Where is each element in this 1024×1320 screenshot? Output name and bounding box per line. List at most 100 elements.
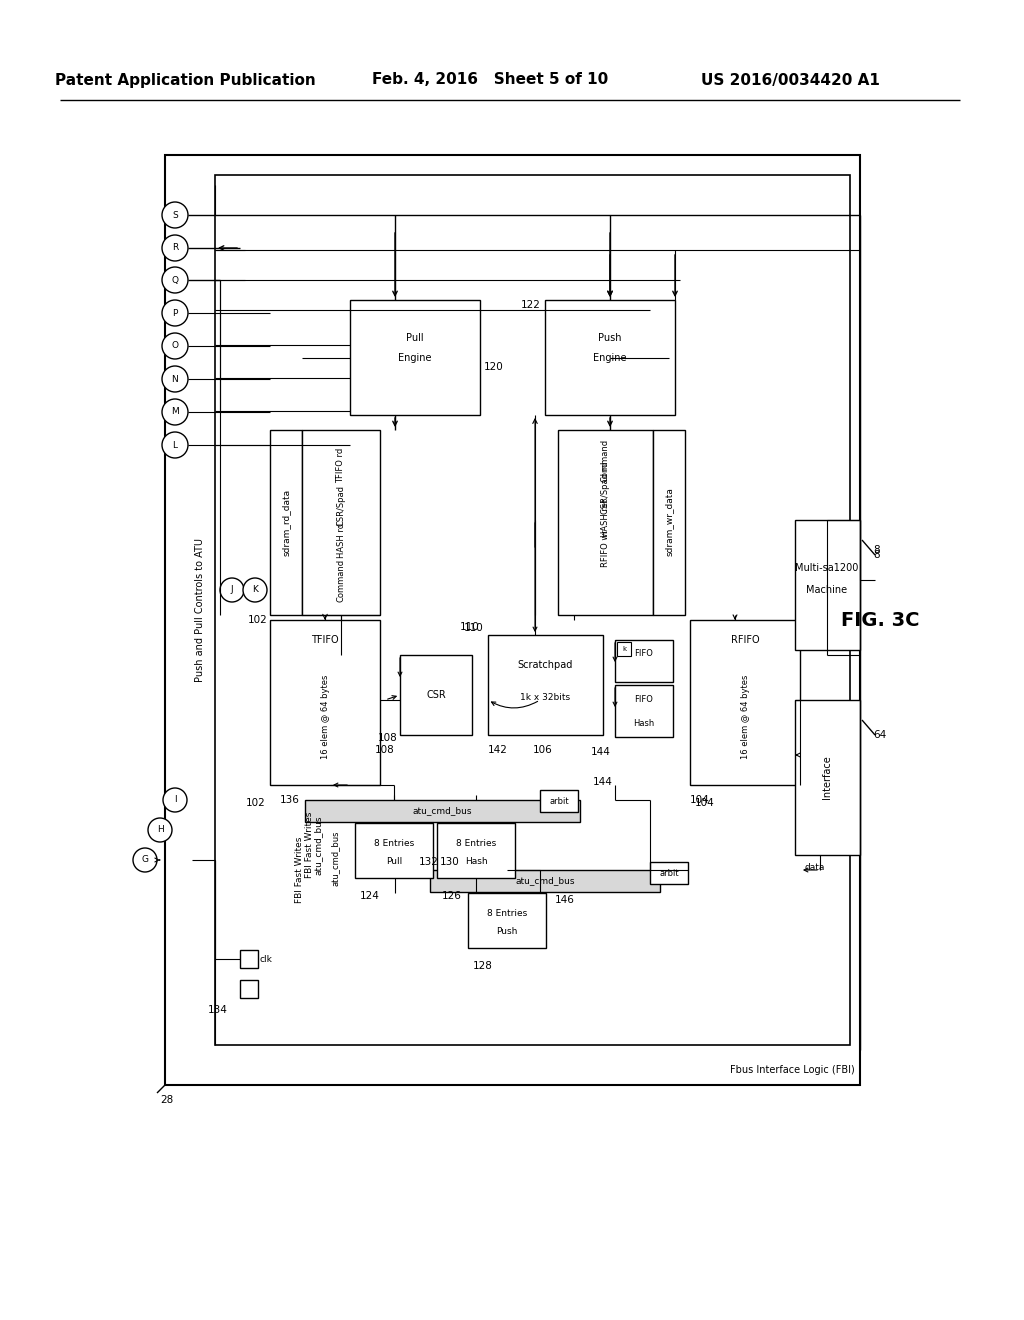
Bar bbox=[240, 979, 258, 998]
Text: atu_cmd_bus: atu_cmd_bus bbox=[515, 876, 574, 886]
Circle shape bbox=[133, 847, 157, 873]
Text: Fbus Interface Logic (FBI): Fbus Interface Logic (FBI) bbox=[730, 1065, 855, 1074]
Circle shape bbox=[148, 818, 172, 842]
Text: Command: Command bbox=[600, 438, 609, 482]
Text: Interface: Interface bbox=[822, 755, 831, 799]
Circle shape bbox=[162, 235, 188, 261]
Text: US 2016/0034420 A1: US 2016/0034420 A1 bbox=[700, 73, 880, 87]
Text: Engine: Engine bbox=[593, 352, 627, 363]
Text: clk: clk bbox=[260, 954, 272, 964]
Bar bbox=[305, 800, 580, 822]
Text: 8 Entries: 8 Entries bbox=[456, 838, 496, 847]
Text: Push: Push bbox=[598, 333, 622, 343]
Bar bbox=[617, 642, 631, 656]
Text: 104: 104 bbox=[690, 795, 710, 805]
Text: Hash: Hash bbox=[634, 718, 654, 727]
Text: Pull: Pull bbox=[407, 333, 424, 343]
Text: RFIFO wr: RFIFO wr bbox=[600, 529, 609, 566]
Text: J: J bbox=[230, 586, 233, 594]
Text: FIFO: FIFO bbox=[635, 694, 653, 704]
Circle shape bbox=[162, 432, 188, 458]
Text: Multi-sa1200: Multi-sa1200 bbox=[796, 564, 859, 573]
Text: 8: 8 bbox=[873, 550, 880, 560]
Bar bbox=[558, 430, 653, 615]
Text: atu_cmd_bus: atu_cmd_bus bbox=[313, 816, 323, 875]
Text: O: O bbox=[171, 342, 178, 351]
Text: 122: 122 bbox=[521, 300, 541, 310]
Bar bbox=[355, 822, 433, 878]
Text: RFIFO: RFIFO bbox=[731, 635, 760, 645]
Circle shape bbox=[162, 300, 188, 326]
Text: Push and Pull Controls to ATU: Push and Pull Controls to ATU bbox=[195, 539, 205, 682]
Bar bbox=[488, 635, 603, 735]
Circle shape bbox=[220, 578, 244, 602]
Bar bbox=[430, 870, 660, 892]
Text: 106: 106 bbox=[534, 744, 553, 755]
Text: Q: Q bbox=[171, 276, 178, 285]
Text: 64: 64 bbox=[873, 730, 886, 741]
Text: P: P bbox=[172, 309, 178, 318]
Text: atu_cmd_bus: atu_cmd_bus bbox=[331, 830, 340, 886]
Circle shape bbox=[162, 267, 188, 293]
Circle shape bbox=[162, 202, 188, 228]
Text: 128: 128 bbox=[473, 961, 493, 972]
Text: 126: 126 bbox=[442, 891, 462, 902]
Text: Patent Application Publication: Patent Application Publication bbox=[54, 73, 315, 87]
Circle shape bbox=[162, 366, 188, 392]
Text: Pull: Pull bbox=[386, 857, 402, 866]
Circle shape bbox=[163, 788, 187, 812]
Bar bbox=[165, 154, 860, 1085]
Text: TFIFO: TFIFO bbox=[311, 635, 339, 645]
Text: G: G bbox=[141, 855, 148, 865]
Text: sdram_wr_data: sdram_wr_data bbox=[665, 487, 674, 557]
Text: 28: 28 bbox=[160, 1096, 173, 1105]
Text: Machine: Machine bbox=[807, 585, 848, 595]
Circle shape bbox=[162, 399, 188, 425]
Text: L: L bbox=[172, 441, 177, 450]
Text: 8 Entries: 8 Entries bbox=[486, 908, 527, 917]
Text: 102: 102 bbox=[246, 799, 266, 808]
Text: CSR: CSR bbox=[426, 690, 445, 700]
Bar bbox=[437, 822, 515, 878]
Text: 146: 146 bbox=[555, 895, 574, 906]
Text: Command: Command bbox=[337, 558, 345, 602]
Bar bbox=[540, 789, 578, 812]
Text: 8: 8 bbox=[873, 545, 880, 554]
Bar bbox=[270, 620, 380, 785]
Text: 8 Entries: 8 Entries bbox=[374, 838, 414, 847]
Text: 132: 132 bbox=[419, 857, 439, 867]
Text: 110: 110 bbox=[464, 623, 484, 634]
Bar bbox=[350, 300, 480, 414]
Text: sdram_rd_data: sdram_rd_data bbox=[282, 488, 291, 556]
Text: 108: 108 bbox=[375, 744, 395, 755]
Bar bbox=[270, 430, 302, 615]
Bar bbox=[650, 862, 688, 884]
Text: 1k x 32bits: 1k x 32bits bbox=[520, 693, 570, 701]
Text: Engine: Engine bbox=[398, 352, 432, 363]
Text: FIFO: FIFO bbox=[635, 649, 653, 659]
Text: R: R bbox=[172, 243, 178, 252]
Bar bbox=[795, 700, 860, 855]
Bar bbox=[240, 950, 258, 968]
Circle shape bbox=[162, 333, 188, 359]
Text: N: N bbox=[172, 375, 178, 384]
Text: 134: 134 bbox=[208, 1005, 228, 1015]
Text: HASH ret: HASH ret bbox=[600, 499, 609, 537]
Bar bbox=[302, 430, 380, 615]
Bar bbox=[690, 620, 800, 785]
Text: 144: 144 bbox=[591, 747, 611, 756]
Text: 108: 108 bbox=[378, 733, 398, 743]
Text: 16 elem @ 64 bytes: 16 elem @ 64 bytes bbox=[321, 675, 330, 759]
Text: arbit: arbit bbox=[549, 796, 568, 805]
Text: Scratchpad: Scratchpad bbox=[517, 660, 572, 671]
Text: 124: 124 bbox=[360, 891, 380, 902]
Text: Hash: Hash bbox=[465, 857, 487, 866]
Bar bbox=[468, 894, 546, 948]
Text: arbit: arbit bbox=[659, 869, 679, 878]
Bar bbox=[653, 430, 685, 615]
Bar bbox=[615, 640, 673, 682]
Text: CSR/Spad rd: CSR/Spad rd bbox=[600, 462, 609, 515]
Text: Feb. 4, 2016   Sheet 5 of 10: Feb. 4, 2016 Sheet 5 of 10 bbox=[372, 73, 608, 87]
Circle shape bbox=[243, 578, 267, 602]
Bar bbox=[215, 176, 850, 1045]
